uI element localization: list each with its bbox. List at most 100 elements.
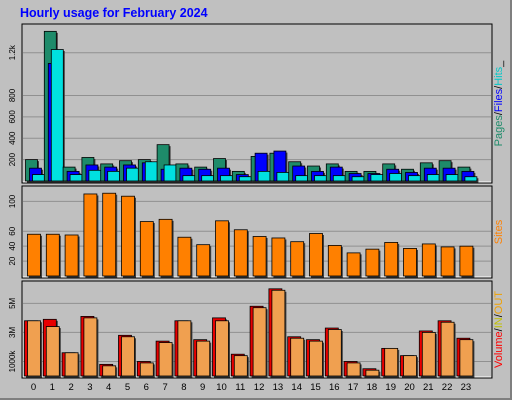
out-bar (327, 329, 342, 377)
out-bar (45, 326, 60, 377)
out-bar (102, 365, 117, 377)
sites-bar (290, 241, 305, 277)
page-title: Hourly usage for February 2024 (20, 6, 208, 20)
hits-bar (201, 175, 215, 182)
out-bar (271, 289, 286, 377)
sites-bar (121, 195, 135, 277)
y-tick-label: 5M (8, 297, 17, 308)
sites-bar (139, 221, 154, 277)
hits-bar (389, 173, 403, 182)
hits-bar (182, 175, 196, 182)
hits-bar (50, 49, 64, 182)
hits-bar (257, 170, 271, 182)
hits-bar (370, 174, 384, 182)
y-tick-label: 1.2k (8, 44, 17, 60)
out-bar (83, 317, 98, 377)
sites-bar (158, 218, 173, 277)
x-tick-label: 19 (385, 382, 396, 393)
legend-separator: / (493, 111, 505, 115)
x-tick-label: 14 (291, 382, 302, 393)
hits-bar (69, 174, 83, 182)
hits-bar (144, 161, 158, 182)
out-bar (403, 355, 417, 377)
y-tick-label: 400 (8, 131, 17, 145)
legend-0: Pages/Files/Hits_ (493, 60, 505, 147)
hits-bar (351, 176, 365, 182)
sites-bar (271, 237, 286, 277)
sites-bar (459, 245, 474, 277)
legend-separator: _ (493, 60, 505, 68)
out-bar (139, 362, 154, 377)
hits-bar (314, 175, 327, 182)
x-tick-label: 4 (106, 382, 111, 393)
out-bar (215, 320, 229, 377)
y-tick-label: 20 (8, 256, 17, 265)
legend-item: OUT (493, 291, 505, 315)
x-tick-label: 3 (87, 382, 92, 393)
out-bar (252, 307, 267, 377)
sites-bar (177, 236, 192, 277)
sites-bar (45, 233, 60, 277)
sites-bar (83, 193, 98, 277)
x-tick-label: 2 (68, 382, 73, 393)
x-tick-label: 22 (442, 382, 453, 393)
sites-bar (384, 242, 399, 277)
y-tick-label: 200 (8, 152, 17, 166)
x-tick-label: 10 (216, 382, 227, 393)
hits-bar (464, 176, 478, 182)
sites-bar (27, 233, 41, 277)
out-bar (158, 342, 173, 377)
legend-separator: / (493, 313, 505, 317)
out-bar (365, 369, 380, 377)
sites-bar (421, 243, 436, 277)
legend-1: Sites (493, 219, 505, 244)
y-tick-label: 100 (8, 194, 17, 208)
y-tick-label: 40 (8, 241, 17, 250)
x-tick-label: 13 (273, 382, 284, 393)
x-tick-label: 17 (348, 382, 359, 393)
x-tick-label: 1 (50, 382, 55, 393)
hits-bar (126, 167, 139, 182)
hits-bar (88, 169, 102, 182)
out-bar (309, 340, 323, 377)
sites-bar (403, 248, 417, 277)
y-tick-label: 60 (8, 226, 17, 235)
legend-separator: / (493, 85, 505, 89)
out-bar (346, 362, 361, 377)
x-tick-label: 11 (235, 382, 245, 393)
x-tick-label: 5 (125, 382, 130, 393)
sites-bar (215, 220, 229, 277)
sites-bar (64, 234, 79, 277)
out-bar (64, 352, 79, 377)
x-tick-label: 9 (200, 382, 205, 393)
out-bar (196, 340, 211, 377)
sites-bar (365, 248, 380, 277)
y-tick-label: 600 (8, 110, 17, 124)
out-bar (459, 339, 474, 377)
sites-bar (196, 244, 211, 277)
hits-bar (426, 174, 440, 182)
legend-item: Pages (493, 115, 505, 147)
legend-item: Files (493, 88, 505, 112)
out-bar (121, 336, 135, 377)
hits-bar (276, 172, 290, 182)
hits-bar (32, 174, 45, 182)
hits-bar (163, 164, 177, 182)
y-tick-label: 1000k (8, 350, 17, 373)
legend-item: Volume (493, 331, 505, 368)
legend-2: Volume/IN/OUT (493, 291, 505, 368)
out-bar (27, 320, 41, 377)
x-tick-label: 15 (310, 382, 321, 393)
sites-bar (102, 192, 117, 277)
x-tick-label: 0 (31, 382, 36, 393)
x-tick-label: 21 (423, 382, 434, 393)
legend-separator: / (493, 327, 505, 331)
x-tick-label: 16 (329, 382, 340, 393)
hits-bar (445, 174, 459, 182)
sites-bar (327, 245, 342, 277)
sites-bar (346, 252, 361, 277)
y-tick-label: 800 (8, 88, 17, 102)
hits-bar (220, 175, 233, 182)
hits-bar (238, 176, 252, 182)
